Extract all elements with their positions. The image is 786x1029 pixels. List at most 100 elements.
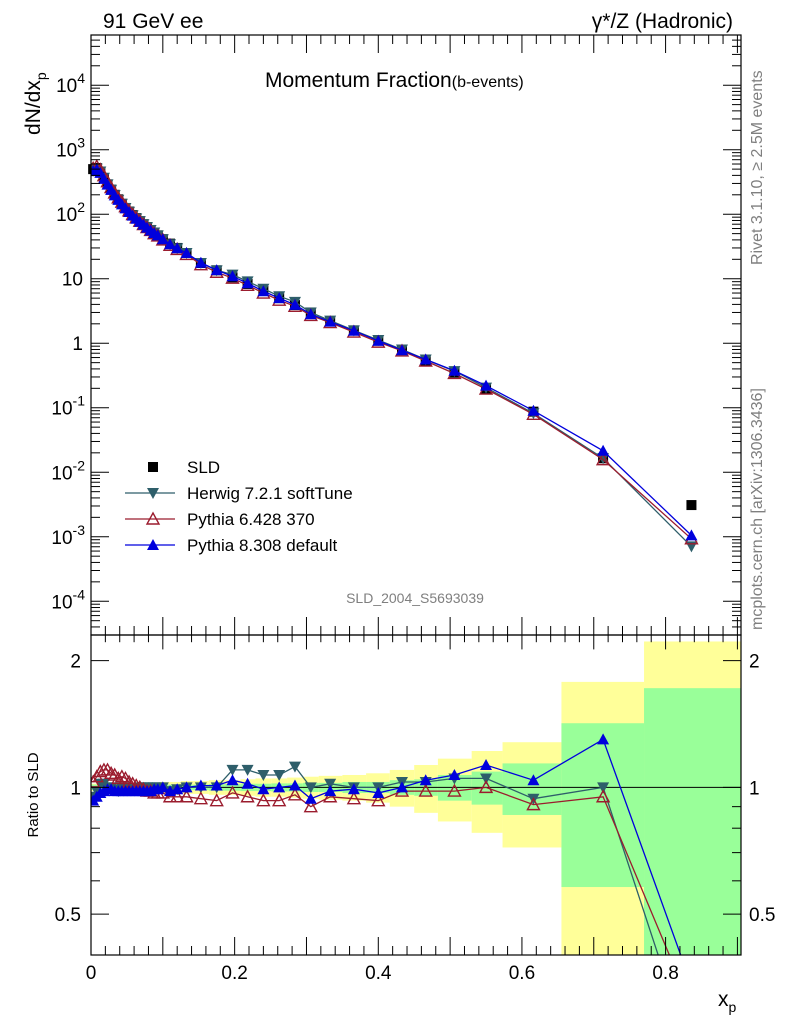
ratio-point — [372, 786, 385, 798]
data-point — [273, 292, 286, 304]
data-point — [164, 238, 177, 250]
ratio-point — [193, 791, 209, 805]
ratio-point — [371, 793, 386, 807]
x-axis-label-sub: p — [729, 999, 737, 1015]
legend-label: Herwig 7.2.1 softTune — [187, 484, 353, 503]
chart-title: Momentum Fraction(b-events) — [265, 69, 524, 92]
ratio-point — [526, 797, 541, 811]
ratio-tick-label-left: 1 — [70, 778, 81, 799]
data-point — [194, 256, 207, 268]
chart-title-suffix: (b-events) — [452, 74, 524, 91]
ratio-point — [194, 779, 207, 791]
chart-title-main: Momentum Fraction — [265, 69, 452, 92]
data-point — [685, 541, 698, 553]
ratio-point — [478, 779, 494, 794]
ratio-point — [324, 778, 337, 790]
analysis-watermark: SLD_2004_S5693039 — [346, 590, 484, 606]
y-axis-label-sub: p — [33, 72, 49, 80]
ratio-tick-label-right: 2 — [749, 652, 760, 673]
ratio-point — [527, 774, 540, 786]
ratio-point — [225, 785, 240, 799]
ratio-point — [257, 769, 270, 781]
ratio-point — [241, 764, 254, 776]
data-point — [156, 233, 169, 245]
data-point — [395, 344, 408, 356]
legend-marker — [147, 539, 159, 550]
data-point — [180, 247, 193, 259]
legend-label: SLD — [187, 458, 220, 477]
y-tick-label: 10-4 — [51, 586, 85, 613]
data-point — [257, 285, 270, 297]
x-axis-label-main: x — [718, 988, 729, 1011]
y-tick-label: 10-2 — [51, 457, 85, 484]
ratio-point — [304, 792, 317, 804]
legend-item: SLD — [148, 458, 220, 477]
ratio-point — [271, 793, 287, 807]
ratio-point — [287, 787, 303, 801]
x-tick-label: 0.6 — [509, 963, 535, 984]
mcplots-label: mcplots.cern.ch [arXiv:1306.3436] — [749, 388, 766, 630]
legend-item: Pythia 8.308 default — [125, 536, 338, 555]
data-point — [226, 270, 239, 282]
ratio-tick-label-left: 0.5 — [55, 905, 81, 926]
data-point — [347, 324, 360, 336]
legend-marker — [147, 488, 159, 499]
ratio-band-stat — [561, 723, 645, 888]
ratio-point — [114, 769, 130, 783]
ratio-point — [419, 774, 432, 786]
legend-item: Herwig 7.2.1 softTune — [125, 484, 353, 503]
ratio-point — [226, 774, 239, 786]
series-herwig — [91, 163, 698, 553]
data-point — [597, 444, 610, 456]
series-pythia — [91, 163, 698, 541]
ratio-point — [288, 779, 301, 791]
ratio-point — [171, 783, 184, 795]
header-left: 91 GeV ee — [103, 10, 203, 33]
data-point — [685, 529, 698, 541]
ratio-point — [273, 781, 286, 793]
ratio-point — [322, 789, 338, 803]
ratio-point — [324, 785, 337, 797]
y-tick-label: 104 — [56, 70, 85, 97]
data-point — [372, 334, 385, 346]
ratio-point — [597, 782, 610, 794]
ratio-point — [480, 773, 493, 785]
data-point — [324, 315, 337, 327]
data-point-sld — [686, 500, 697, 511]
ratio-point — [240, 789, 255, 803]
ratio-point — [595, 789, 611, 803]
ratio-point — [273, 769, 286, 781]
ratio-point — [304, 782, 317, 794]
ratio-point — [209, 793, 224, 807]
y-tick-label: 103 — [56, 135, 85, 162]
ratio-frame — [90, 634, 742, 956]
ratio-point — [170, 789, 185, 803]
legend-marker — [148, 462, 158, 472]
ratio-point — [256, 793, 271, 807]
series-line — [92, 168, 692, 536]
ratio-point — [418, 783, 433, 797]
x-axis-label: xp — [718, 988, 737, 1015]
ratio-point — [447, 783, 462, 797]
ratio-point — [448, 768, 461, 780]
data-point — [448, 364, 461, 376]
ratio-point — [103, 765, 119, 779]
data-point — [241, 277, 254, 289]
y-tick-label: 10-1 — [51, 393, 85, 420]
x-tick-label: 0 — [86, 963, 97, 984]
ratio-point — [226, 764, 239, 776]
ratio-point — [480, 759, 493, 771]
ratio-point — [111, 770, 126, 785]
ratio-axis-label: Ratio to SLD — [25, 752, 42, 837]
x-tick-label: 0.2 — [221, 963, 247, 984]
ratio-tick-label-left: 2 — [70, 652, 81, 673]
x-tick-label: 0.8 — [652, 963, 678, 984]
ratio-point — [395, 781, 408, 793]
legend-label: Pythia 8.308 default — [187, 536, 338, 555]
y-tick-label: 1 — [72, 334, 83, 355]
ratio-point — [162, 789, 178, 803]
data-point — [527, 404, 540, 416]
legend-marker — [145, 511, 161, 525]
ratio-point — [257, 783, 270, 795]
